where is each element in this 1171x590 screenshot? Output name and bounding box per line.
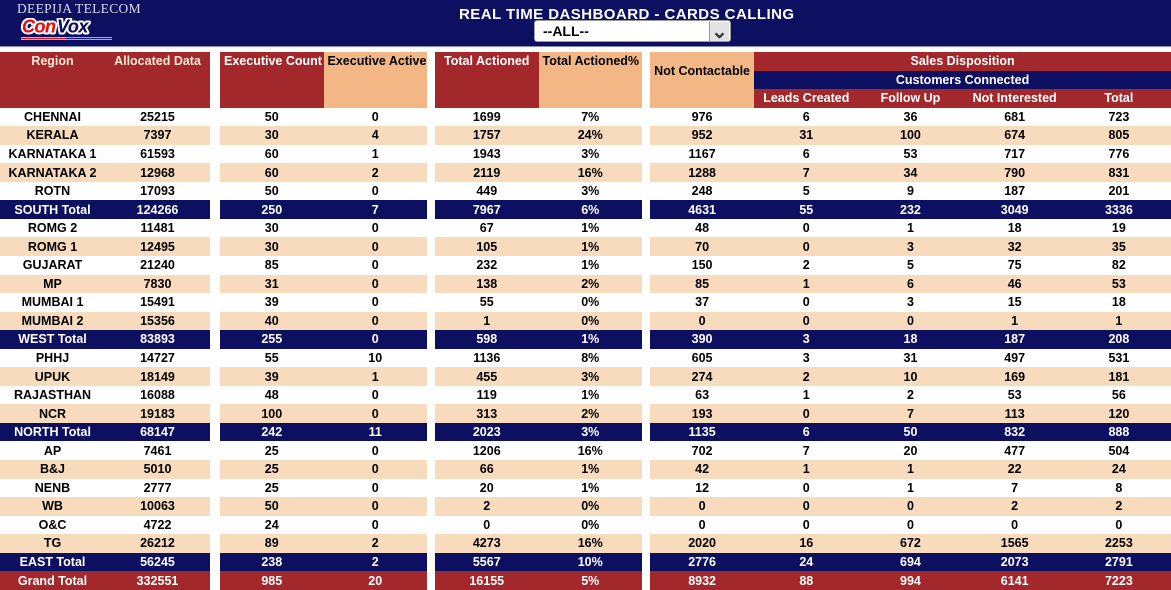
svg-text:Vox: Vox bbox=[57, 18, 89, 37]
svg-text:Con: Con bbox=[22, 18, 56, 37]
